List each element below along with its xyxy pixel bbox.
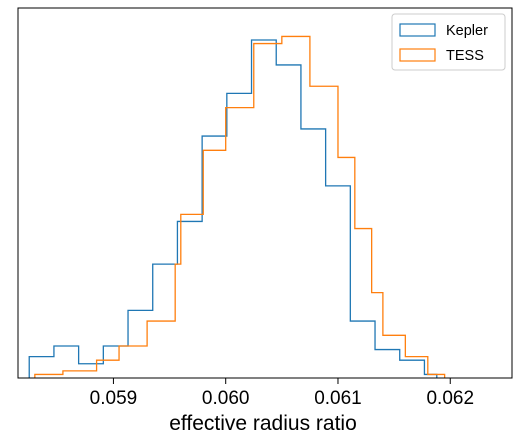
legend-swatch-tess (399, 48, 436, 62)
x-tick-label: 0.060 (202, 388, 250, 409)
x-tick-label: 0.061 (314, 388, 362, 409)
histogram-plot-area (28, 35, 446, 378)
legend-box (391, 13, 506, 71)
x-axis-ticks: 0.059 0.060 0.061 0.062 (90, 378, 474, 409)
axes-frame (17, 7, 513, 379)
x-tick-label: 0.059 (90, 388, 138, 409)
histogram-step-tess (34, 35, 446, 378)
legend-label-kepler: Kepler (446, 23, 488, 39)
legend-label-tess: TESS (446, 48, 484, 64)
legend-swatch-kepler (399, 23, 436, 37)
histogram-step-kepler (28, 39, 438, 378)
x-tick-label: 0.062 (426, 388, 474, 409)
legend: Kepler TESS (391, 13, 506, 71)
x-axis-label: effective radius ratio (169, 412, 357, 435)
